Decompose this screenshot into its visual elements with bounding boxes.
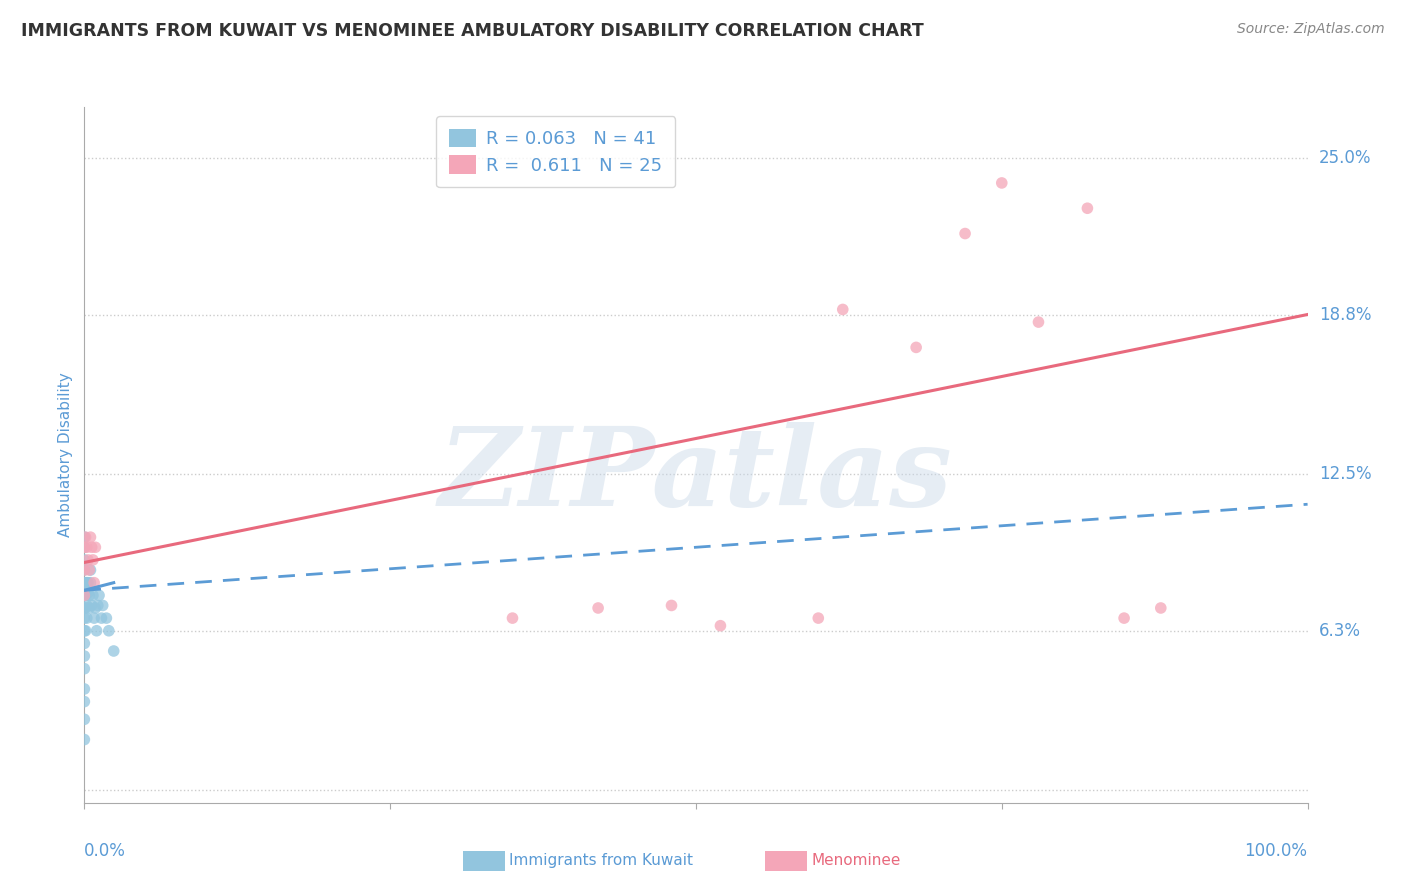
Point bbox=[73, 553, 96, 567]
Text: 100.0%: 100.0% bbox=[1244, 842, 1308, 860]
Point bbox=[77, 575, 100, 590]
Point bbox=[807, 611, 830, 625]
Point bbox=[73, 611, 96, 625]
Point bbox=[73, 636, 96, 650]
Point bbox=[73, 648, 96, 663]
Point bbox=[77, 563, 100, 577]
Point bbox=[87, 599, 110, 613]
Point bbox=[73, 541, 96, 555]
Point bbox=[75, 624, 97, 638]
Point bbox=[73, 662, 96, 676]
Point bbox=[75, 575, 97, 590]
Point bbox=[84, 541, 107, 555]
Point bbox=[73, 695, 96, 709]
Point bbox=[661, 599, 683, 613]
Point bbox=[76, 575, 98, 590]
Point bbox=[73, 624, 96, 638]
Point bbox=[86, 624, 108, 638]
Point bbox=[586, 601, 609, 615]
Point bbox=[905, 340, 928, 354]
Text: 0.0%: 0.0% bbox=[84, 842, 127, 860]
Point bbox=[79, 563, 101, 577]
Point bbox=[73, 563, 96, 577]
Point bbox=[73, 601, 96, 615]
Point bbox=[79, 575, 101, 590]
Point bbox=[501, 611, 523, 625]
Text: 6.3%: 6.3% bbox=[1319, 622, 1361, 640]
Point bbox=[831, 302, 853, 317]
Point bbox=[73, 732, 96, 747]
Text: 25.0%: 25.0% bbox=[1319, 149, 1371, 167]
Point bbox=[96, 611, 118, 625]
Text: Source: ZipAtlas.com: Source: ZipAtlas.com bbox=[1237, 22, 1385, 37]
Point bbox=[73, 563, 96, 577]
Point bbox=[73, 681, 96, 696]
Point bbox=[77, 588, 100, 602]
Point bbox=[90, 611, 112, 625]
Point bbox=[76, 541, 98, 555]
Point bbox=[953, 227, 976, 241]
Point bbox=[75, 588, 97, 602]
Point bbox=[75, 530, 97, 544]
Point bbox=[709, 618, 731, 632]
Point bbox=[1150, 601, 1173, 615]
Point bbox=[97, 624, 120, 638]
Point bbox=[91, 599, 114, 613]
Text: 18.8%: 18.8% bbox=[1319, 305, 1371, 324]
Point bbox=[990, 176, 1012, 190]
Point bbox=[73, 541, 96, 555]
Y-axis label: Ambulatory Disability: Ambulatory Disability bbox=[58, 373, 73, 537]
Point bbox=[77, 586, 100, 600]
Point bbox=[76, 599, 98, 613]
Legend: R = 0.063   N = 41, R =  0.611   N = 25: R = 0.063 N = 41, R = 0.611 N = 25 bbox=[436, 116, 675, 187]
Text: ZIPatlas: ZIPatlas bbox=[439, 422, 953, 530]
Point bbox=[103, 644, 125, 658]
Point bbox=[75, 601, 97, 615]
Point bbox=[73, 712, 96, 726]
Text: Immigrants from Kuwait: Immigrants from Kuwait bbox=[509, 854, 693, 868]
Point bbox=[80, 599, 103, 613]
Text: IMMIGRANTS FROM KUWAIT VS MENOMINEE AMBULATORY DISABILITY CORRELATION CHART: IMMIGRANTS FROM KUWAIT VS MENOMINEE AMBU… bbox=[21, 22, 924, 40]
Point bbox=[1114, 611, 1136, 625]
Point bbox=[82, 588, 104, 602]
Point bbox=[77, 601, 100, 615]
Point bbox=[1028, 315, 1050, 329]
Point bbox=[1076, 201, 1098, 215]
Point bbox=[73, 588, 96, 602]
Point bbox=[83, 611, 105, 625]
Point bbox=[76, 611, 98, 625]
Point bbox=[82, 553, 104, 567]
Point bbox=[87, 588, 110, 602]
Point bbox=[84, 601, 107, 615]
Point bbox=[73, 575, 96, 590]
Point bbox=[77, 553, 100, 567]
Point bbox=[80, 541, 103, 555]
Point bbox=[73, 530, 96, 544]
Point bbox=[83, 575, 105, 590]
Point bbox=[79, 530, 101, 544]
Point bbox=[73, 588, 96, 602]
Text: Menominee: Menominee bbox=[811, 854, 901, 868]
Text: 12.5%: 12.5% bbox=[1319, 465, 1371, 483]
